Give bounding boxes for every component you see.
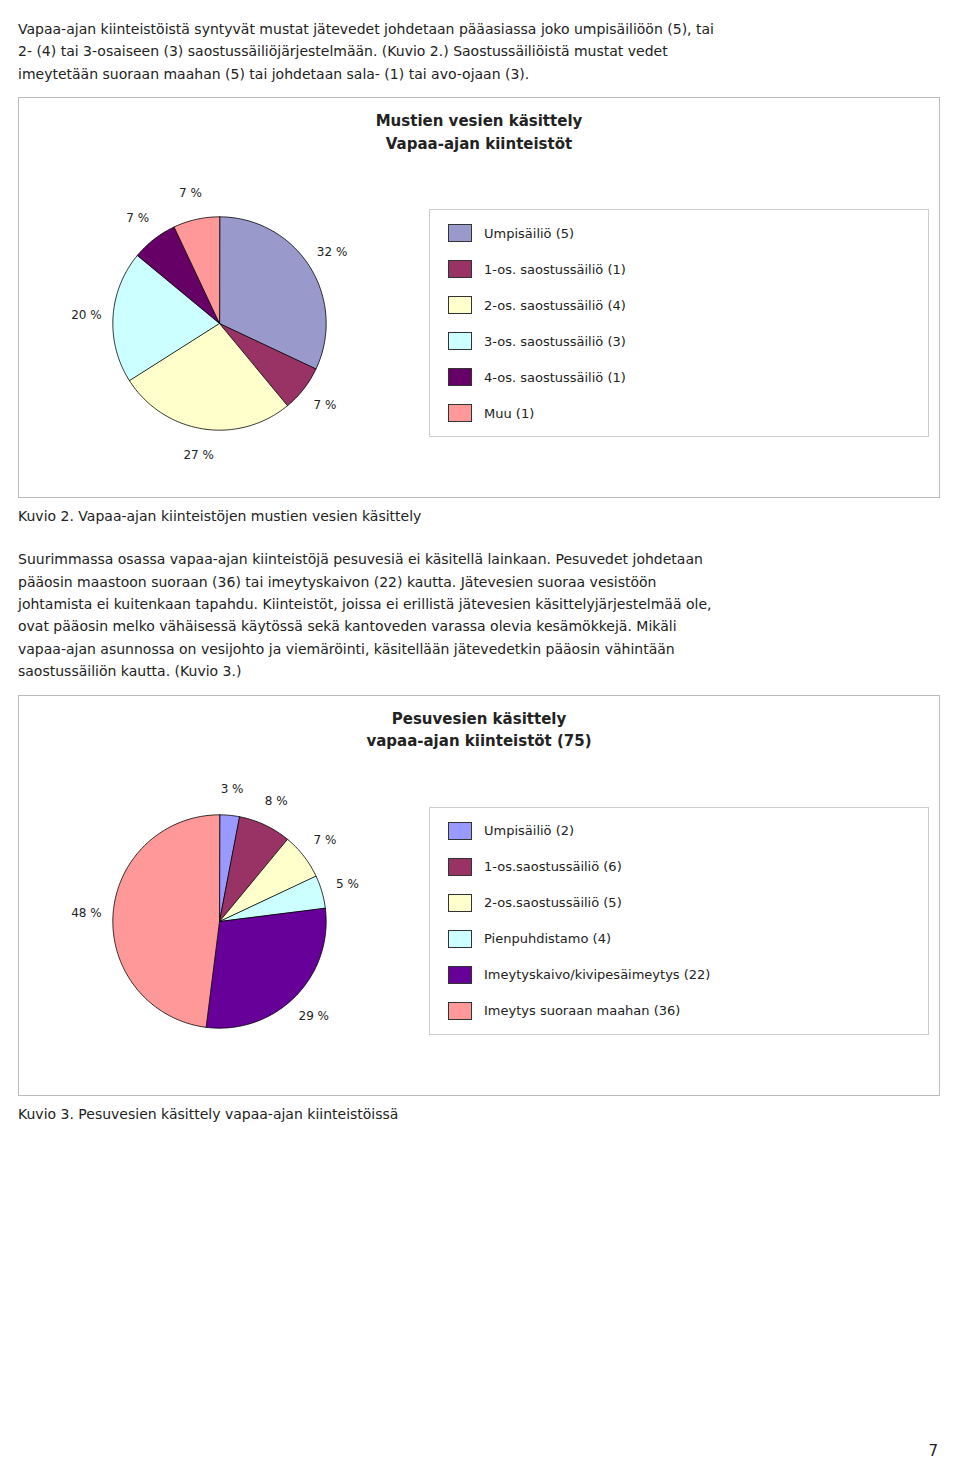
html-text:Pesuvesien käsittely: Pesuvesien käsittely [391, 709, 567, 728]
svg-text:27 %: 27 % [183, 448, 214, 462]
html-text:2-os.saostussäiliö (5): 2-os.saostussäiliö (5) [484, 895, 622, 910]
html-text:Imeytys suoraan maahan (36): Imeytys suoraan maahan (36) [484, 1003, 681, 1018]
html-text:Imeytyskaivo/kivipesäimeytys (: Imeytyskaivo/kivipesäimeytys (22) [484, 967, 711, 982]
html-text:Pienpuhdistamo (4): Pienpuhdistamo (4) [484, 931, 611, 946]
html-text:Mustien vesien käsittely: Mustien vesien käsittely [375, 112, 583, 131]
svg-text:8 %: 8 % [265, 793, 288, 807]
html-text:7: 7 [928, 1442, 938, 1460]
html-text:1-os. saostussäiliö (1): 1-os. saostussäiliö (1) [484, 261, 626, 277]
svg-text:29 %: 29 % [299, 1008, 330, 1022]
html-text:Umpisäiliö (5): Umpisäiliö (5) [484, 225, 575, 241]
html-text:Kuvio 2. Vapaa-ajan kiinteistö: Kuvio 2. Vapaa-ajan kiinteistöjen mustie… [18, 508, 422, 525]
svg-text:48 %: 48 % [71, 905, 102, 919]
svg-text:7 %: 7 % [313, 398, 336, 412]
svg-text:5 %: 5 % [336, 877, 359, 891]
svg-text:32 %: 32 % [317, 245, 348, 259]
html-text:vapaa-ajan kiinteistöt (75): vapaa-ajan kiinteistöt (75) [366, 732, 592, 750]
html-text:Vapaa-ajan kiinteistöt: Vapaa-ajan kiinteistöt [385, 134, 573, 153]
html-text:4-os. saostussäiliö (1): 4-os. saostussäiliö (1) [484, 369, 626, 385]
html-text:3-os. saostussäiliö (3): 3-os. saostussäiliö (3) [484, 333, 626, 349]
svg-text:7 %: 7 % [126, 211, 149, 225]
html-text:Vapaa-ajan kiinteistöistä synt: Vapaa-ajan kiinteistöistä syntyvät musta… [18, 21, 714, 82]
html-text:Muu (1): Muu (1) [484, 405, 535, 421]
html-text:Umpisäiliö (2): Umpisäiliö (2) [484, 823, 575, 838]
svg-text:20 %: 20 % [71, 308, 102, 322]
svg-text:7 %: 7 % [313, 832, 336, 846]
svg-text:7 %: 7 % [179, 186, 202, 200]
html-text:1-os.saostussäiliö (6): 1-os.saostussäiliö (6) [484, 859, 622, 874]
svg-text:3 %: 3 % [221, 781, 244, 795]
html-text:Kuvio 3. Pesuvesien käsittely: Kuvio 3. Pesuvesien käsittely vapaa-ajan… [18, 1105, 399, 1122]
html-text:2-os. saostussäiliö (4): 2-os. saostussäiliö (4) [484, 297, 626, 313]
html-text:Suurimmassa osassa vapaa-ajan: Suurimmassa osassa vapaa-ajan kiinteistö… [18, 551, 712, 680]
